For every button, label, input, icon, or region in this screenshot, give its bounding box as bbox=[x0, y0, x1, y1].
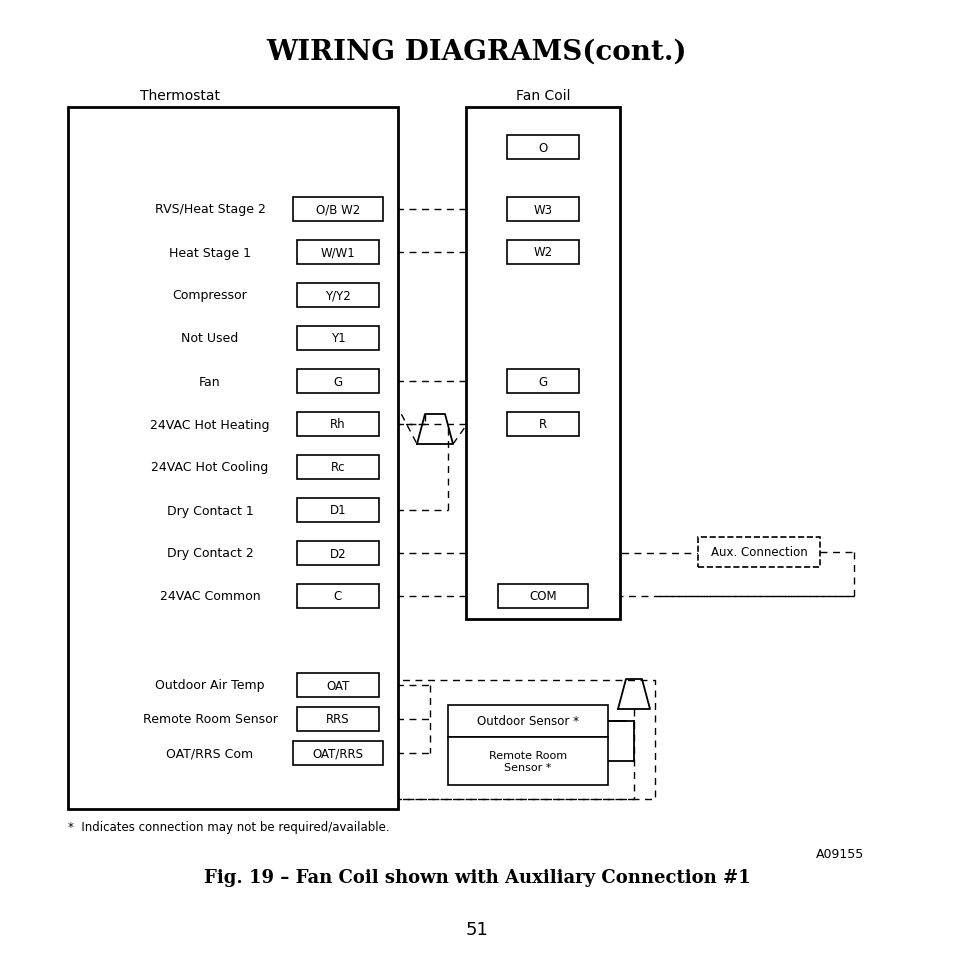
Text: 24VAC Hot Heating: 24VAC Hot Heating bbox=[150, 418, 270, 431]
Text: OAT: OAT bbox=[326, 679, 350, 692]
Bar bbox=[293, 198, 382, 222]
Text: Dry Contact 1: Dry Contact 1 bbox=[167, 504, 253, 517]
Text: Fan Coil: Fan Coil bbox=[516, 89, 570, 103]
Bar bbox=[296, 707, 378, 731]
Text: W2: W2 bbox=[533, 246, 552, 259]
Text: Thermostat: Thermostat bbox=[140, 89, 220, 103]
Text: Not Used: Not Used bbox=[181, 333, 238, 345]
Text: COM: COM bbox=[529, 590, 557, 603]
Text: Y/Y2: Y/Y2 bbox=[325, 289, 351, 302]
Bar bbox=[497, 584, 587, 608]
Bar bbox=[506, 370, 578, 394]
Text: Heat Stage 1: Heat Stage 1 bbox=[169, 246, 251, 259]
Bar bbox=[506, 136, 578, 160]
Text: Dry Contact 2: Dry Contact 2 bbox=[167, 547, 253, 560]
Bar bbox=[448, 738, 607, 785]
Text: 51: 51 bbox=[465, 920, 488, 938]
Text: A09155: A09155 bbox=[815, 847, 863, 861]
Text: Rc: Rc bbox=[331, 461, 345, 474]
Bar bbox=[506, 198, 578, 222]
Text: Outdoor Air Temp: Outdoor Air Temp bbox=[155, 679, 265, 692]
Text: Fan: Fan bbox=[199, 375, 220, 388]
Text: C: C bbox=[334, 590, 342, 603]
Text: G: G bbox=[334, 375, 342, 388]
Text: Compressor: Compressor bbox=[172, 289, 247, 302]
Text: D1: D1 bbox=[330, 504, 346, 517]
Bar bbox=[296, 241, 378, 265]
Bar bbox=[68, 108, 397, 809]
Text: W3: W3 bbox=[533, 203, 552, 216]
Text: Y1: Y1 bbox=[331, 333, 345, 345]
Bar bbox=[296, 584, 378, 608]
Text: G: G bbox=[537, 375, 547, 388]
Bar bbox=[296, 284, 378, 308]
Text: RRS: RRS bbox=[326, 713, 350, 726]
Text: 24VAC Common: 24VAC Common bbox=[159, 590, 260, 603]
Bar bbox=[293, 741, 382, 765]
Text: R: R bbox=[538, 418, 546, 431]
Bar bbox=[296, 456, 378, 479]
Text: *  Indicates connection may not be required/available.: * Indicates connection may not be requir… bbox=[68, 821, 389, 834]
Bar bbox=[506, 413, 578, 436]
Text: O/B W2: O/B W2 bbox=[315, 203, 359, 216]
Bar bbox=[296, 413, 378, 436]
Text: Outdoor Sensor *: Outdoor Sensor * bbox=[476, 715, 578, 728]
Bar bbox=[448, 705, 607, 738]
Bar bbox=[506, 241, 578, 265]
Bar bbox=[698, 537, 820, 567]
Text: OAT/RRS: OAT/RRS bbox=[313, 747, 363, 760]
Bar bbox=[296, 327, 378, 351]
Text: D2: D2 bbox=[330, 547, 346, 560]
Bar bbox=[296, 673, 378, 698]
Bar bbox=[296, 541, 378, 565]
Text: Fig. 19 – Fan Coil shown with Auxiliary Connection #1: Fig. 19 – Fan Coil shown with Auxiliary … bbox=[204, 868, 749, 886]
Text: WIRING DIAGRAMS(cont.): WIRING DIAGRAMS(cont.) bbox=[267, 38, 686, 66]
Text: OAT/RRS Com: OAT/RRS Com bbox=[166, 747, 253, 760]
Bar bbox=[465, 108, 619, 619]
Bar bbox=[296, 370, 378, 394]
Text: W/W1: W/W1 bbox=[320, 246, 355, 259]
Text: Rh: Rh bbox=[330, 418, 345, 431]
Text: Remote Room
Sensor *: Remote Room Sensor * bbox=[489, 750, 566, 772]
Text: O: O bbox=[537, 141, 547, 154]
Text: Remote Room Sensor: Remote Room Sensor bbox=[142, 713, 277, 726]
Text: RVS/Heat Stage 2: RVS/Heat Stage 2 bbox=[154, 203, 265, 216]
Bar bbox=[296, 498, 378, 522]
Text: Aux. Connection: Aux. Connection bbox=[710, 546, 806, 558]
Text: 24VAC Hot Cooling: 24VAC Hot Cooling bbox=[152, 461, 269, 474]
